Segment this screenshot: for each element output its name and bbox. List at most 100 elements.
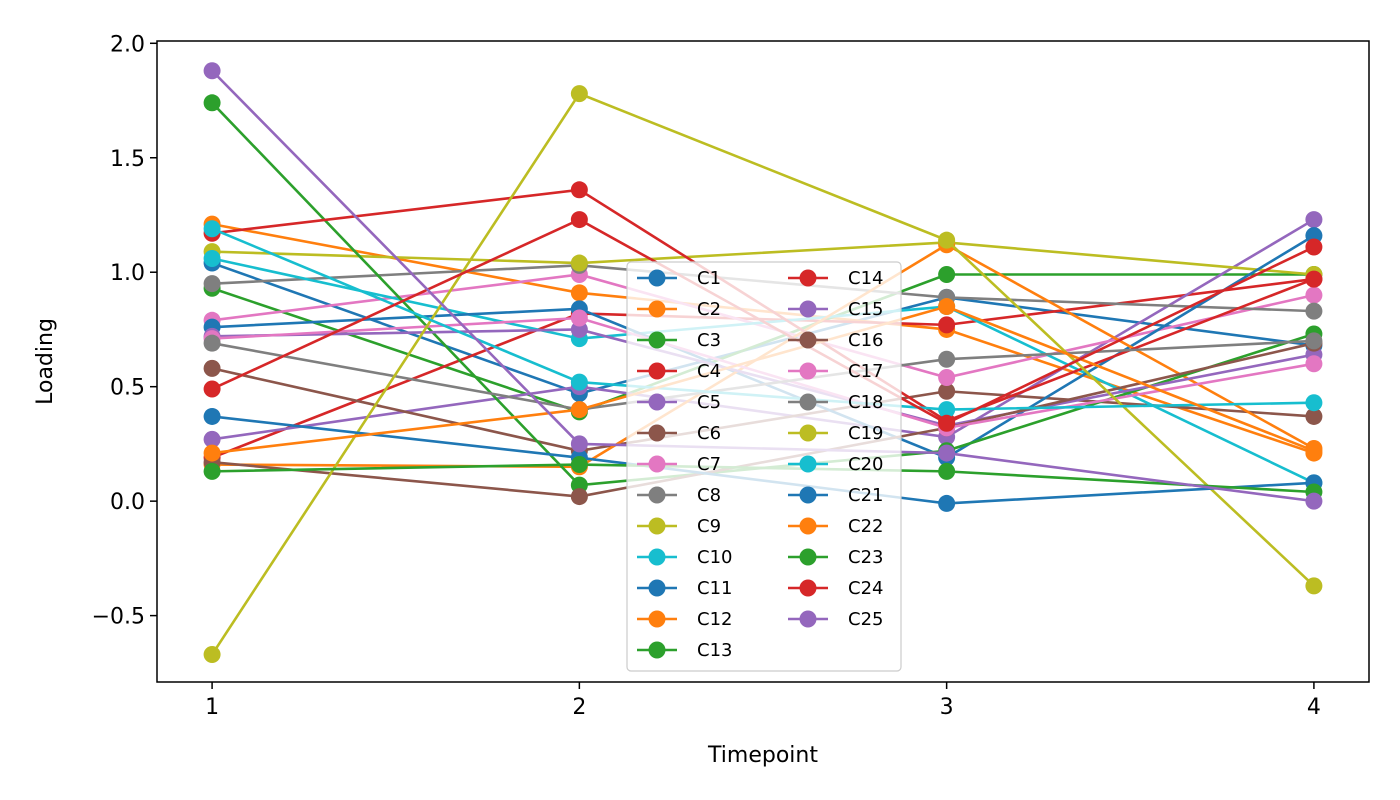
legend-marker [648, 455, 666, 473]
data-point [938, 266, 956, 284]
legend-label: C11 [697, 578, 732, 599]
legend-marker [799, 517, 817, 535]
data-point [570, 254, 588, 272]
data-point [1305, 355, 1323, 373]
data-point [1305, 577, 1323, 595]
x-tick-label: 1 [205, 695, 219, 720]
y-axis: −0.5 0.0 0.5 1.0 1.5 2.0 [92, 32, 157, 630]
legend-label: C13 [697, 640, 732, 661]
legend-item: C12 [637, 609, 732, 630]
legend-label: C15 [848, 299, 883, 320]
legend-marker [648, 548, 666, 566]
data-point [938, 316, 956, 334]
legend-item: C13 [637, 640, 732, 661]
legend-label: C20 [848, 454, 883, 475]
legend-label: C16 [848, 330, 883, 351]
legend-marker [648, 610, 666, 628]
legend-marker [799, 331, 817, 349]
legend-item: C7 [637, 454, 721, 475]
legend-item: C14 [788, 268, 883, 289]
legend-marker [648, 331, 666, 349]
legend-item: C2 [637, 299, 721, 320]
data-point [938, 298, 956, 316]
legend-marker [648, 300, 666, 318]
x-tick-label: 2 [572, 695, 586, 720]
data-point [1305, 407, 1323, 425]
legend-item: C15 [788, 299, 883, 320]
data-point [938, 369, 956, 387]
legend-item: C20 [788, 454, 883, 475]
legend-marker [648, 269, 666, 287]
legend-item: C6 [637, 423, 721, 444]
data-point [203, 462, 221, 480]
data-point [938, 350, 956, 368]
legend-marker [648, 393, 666, 411]
legend-item: C25 [788, 609, 883, 630]
data-point [938, 414, 956, 432]
legend-marker [799, 610, 817, 628]
data-point [570, 211, 588, 229]
legend-label: C2 [697, 299, 721, 320]
legend-marker [799, 424, 817, 442]
legend-marker [799, 300, 817, 318]
data-point [203, 430, 221, 448]
data-point [938, 231, 956, 249]
y-tick-label: 1.0 [110, 261, 145, 286]
data-point [938, 462, 956, 480]
data-point [938, 444, 956, 462]
data-point [570, 401, 588, 419]
legend-marker [648, 579, 666, 597]
data-point [1305, 302, 1323, 320]
legend-marker [648, 517, 666, 535]
y-tick-label: 0.0 [110, 490, 145, 515]
legend-item: C24 [788, 578, 883, 599]
data-point [570, 373, 588, 391]
data-point [1305, 211, 1323, 229]
data-point [203, 359, 221, 377]
legend-marker [799, 455, 817, 473]
legend-item: C16 [788, 330, 883, 351]
legend-label: C17 [848, 361, 883, 382]
data-point [1305, 238, 1323, 256]
legend-item: C18 [788, 392, 883, 413]
data-point [203, 275, 221, 293]
y-axis-label: Loading [33, 318, 58, 405]
data-point [1305, 492, 1323, 510]
legend-label: C10 [697, 547, 732, 568]
data-point [203, 646, 221, 664]
data-point [203, 334, 221, 352]
legend-marker [799, 486, 817, 504]
legend-label: C5 [697, 392, 721, 413]
legend-box [626, 261, 902, 672]
legend-marker [648, 424, 666, 442]
data-point [203, 220, 221, 238]
data-point [570, 309, 588, 327]
data-point [1305, 442, 1323, 460]
legend-item: C8 [637, 485, 721, 506]
x-axis: 1 2 3 4 [205, 682, 1321, 720]
legend-label: C6 [697, 423, 721, 444]
data-point [203, 380, 221, 398]
data-point [570, 488, 588, 506]
legend-marker [648, 641, 666, 659]
plot-area-frame [156, 40, 1370, 683]
data-point [203, 94, 221, 112]
legend-marker [799, 393, 817, 411]
data-point [203, 249, 221, 267]
x-axis-label: Timepoint [707, 743, 818, 768]
legend-label: C18 [848, 392, 883, 413]
data-point [1305, 286, 1323, 304]
legend-label: C25 [848, 609, 883, 630]
legend-marker [648, 362, 666, 380]
legend-marker [648, 486, 666, 504]
legend-label: C9 [697, 516, 721, 537]
data-point [1305, 270, 1323, 288]
legend-item: C5 [637, 392, 721, 413]
legend-marker [799, 579, 817, 597]
data-point [203, 62, 221, 80]
legend-label: C7 [697, 454, 721, 475]
legend-item: C22 [788, 516, 883, 537]
data-point [570, 284, 588, 302]
series-c19 [203, 85, 1323, 664]
